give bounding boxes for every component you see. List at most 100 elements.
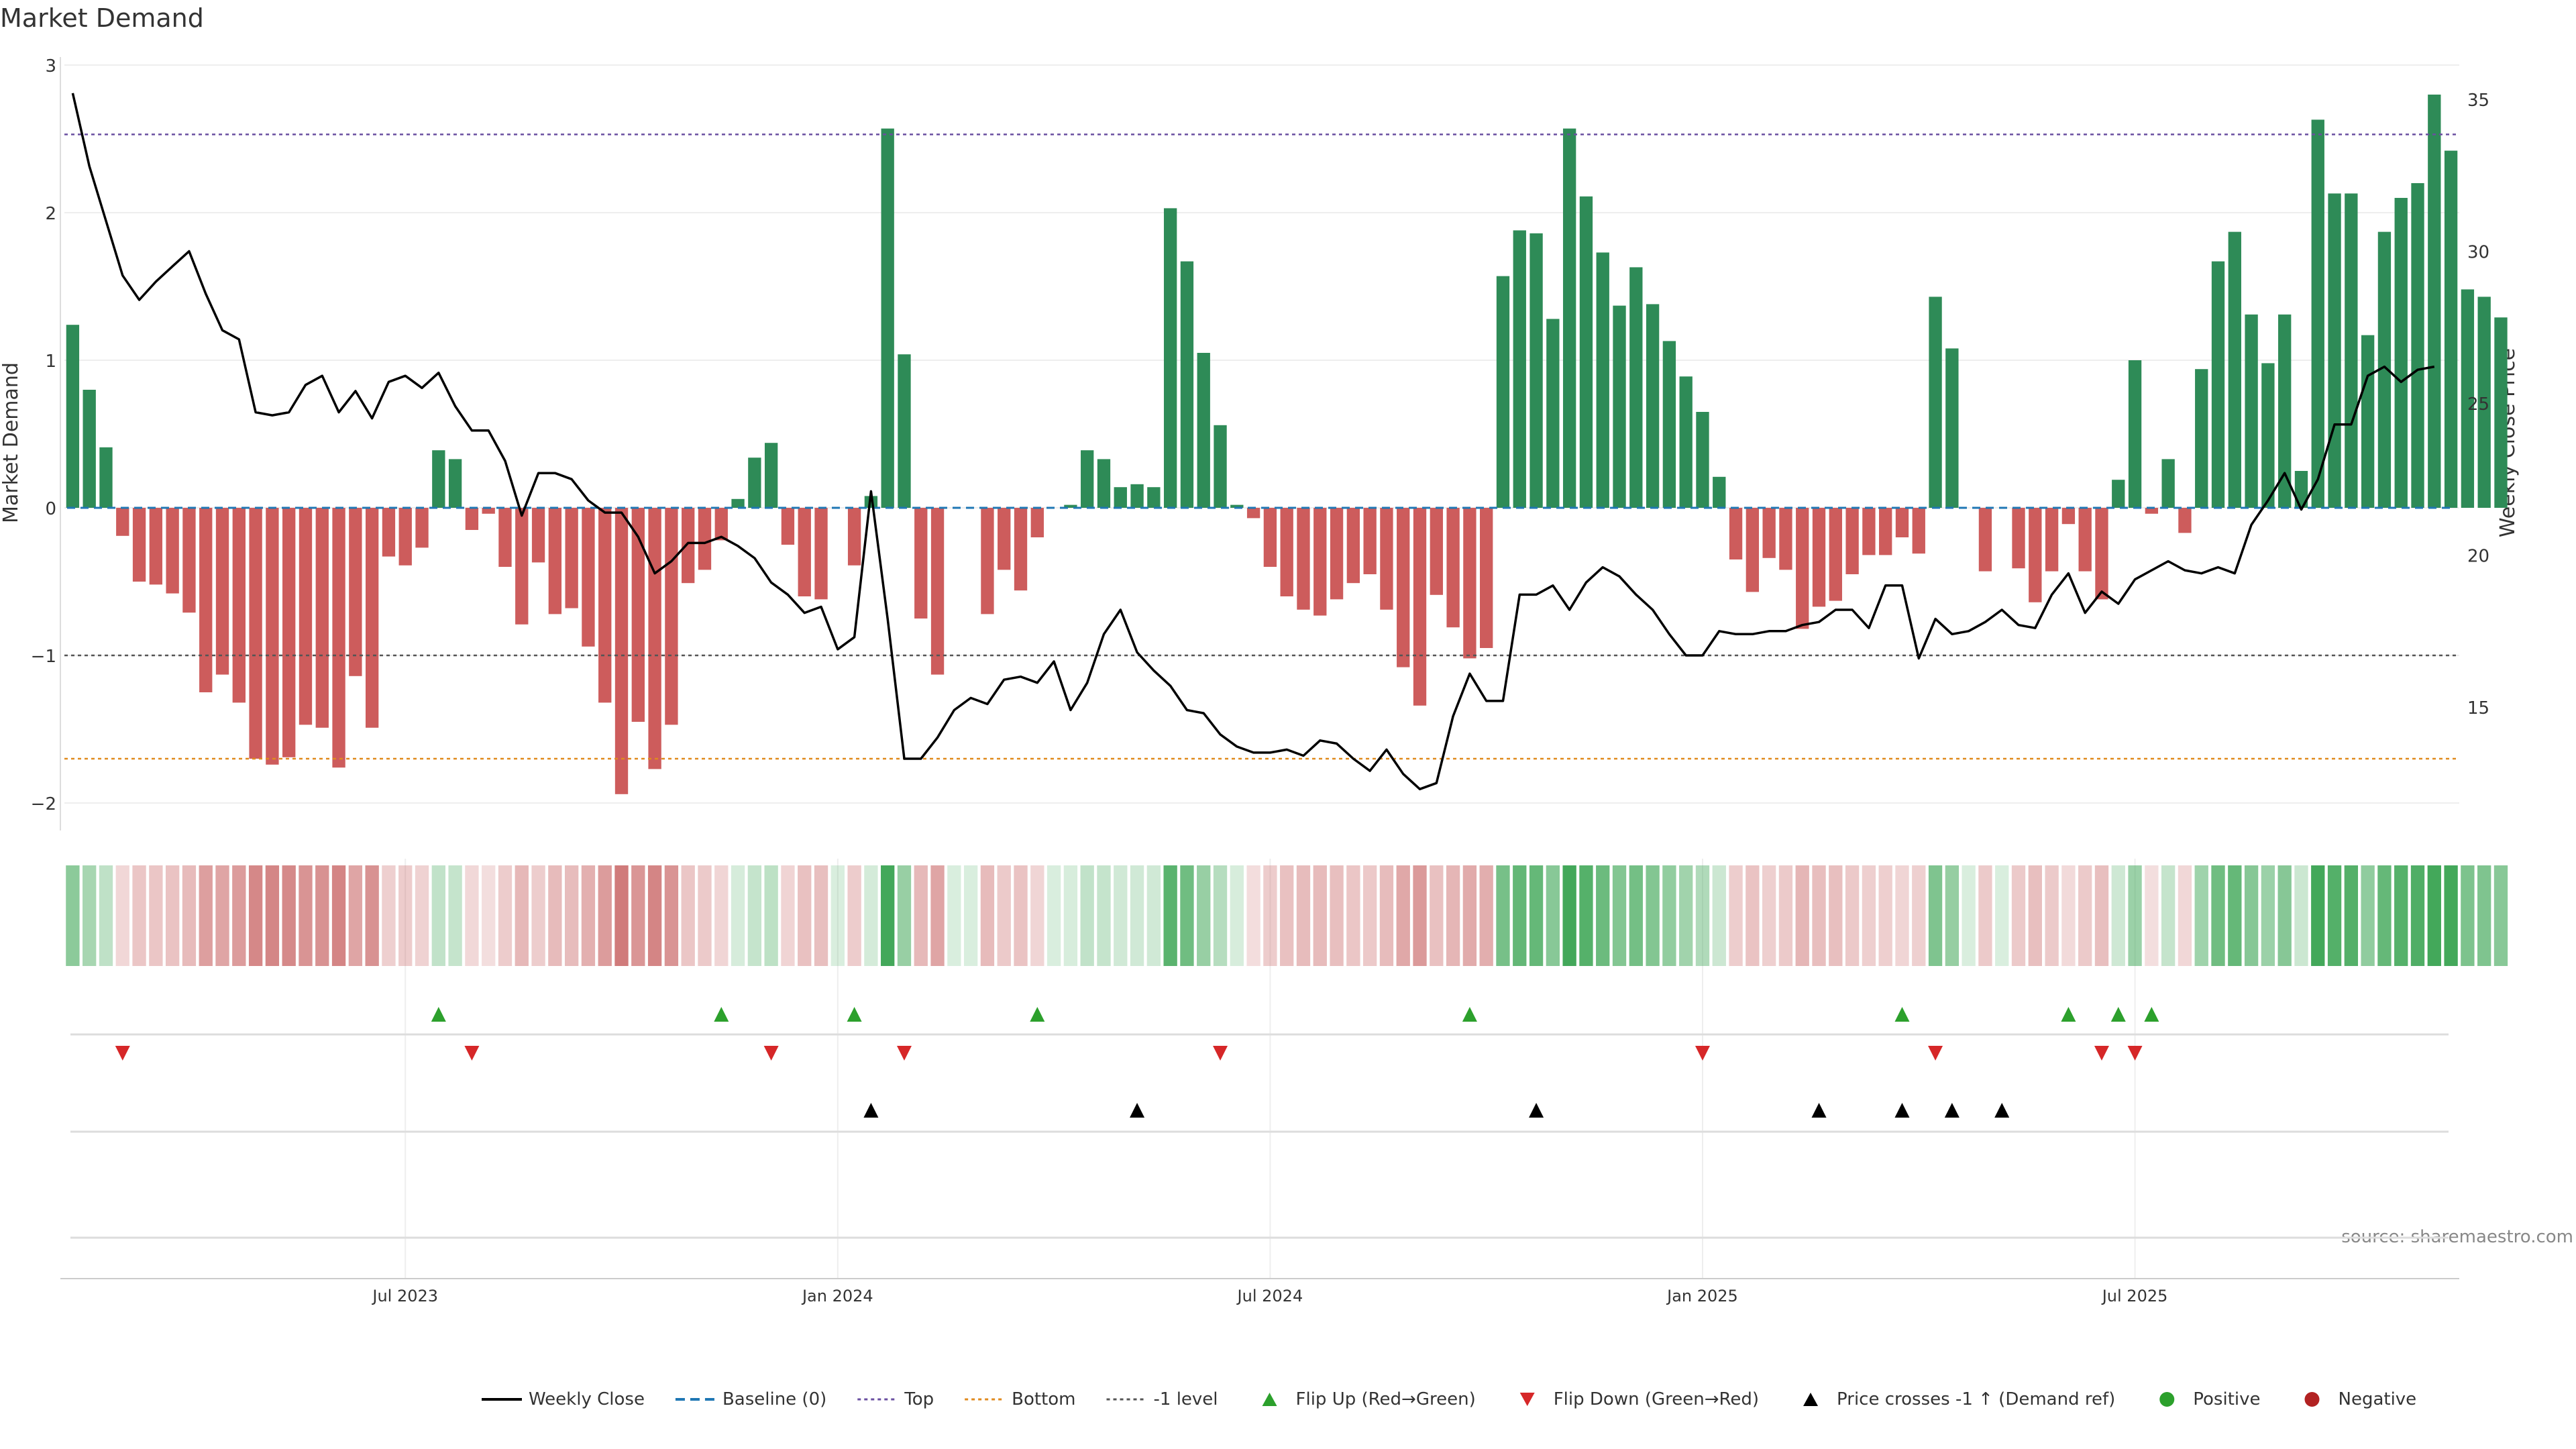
demand-bar: [498, 508, 512, 567]
demand-strip-cell: [182, 865, 197, 966]
demand-strip-cell: [1596, 865, 1610, 966]
demand-strip-cell: [781, 865, 795, 966]
demand-strip-cell: [997, 865, 1011, 966]
demand-strip-cell: [1845, 865, 1860, 966]
demand-strip-cell: [1862, 865, 1876, 966]
demand-strip-cell: [1030, 865, 1044, 966]
demand-strip-cell: [2228, 865, 2242, 966]
demand-bar: [1081, 450, 1094, 508]
demand-strip-cell: [980, 865, 995, 966]
demand-bar: [132, 508, 146, 582]
demand-strip-cell: [1795, 865, 1809, 966]
demand-bar: [1380, 508, 1393, 610]
legend-label: Positive: [2193, 1389, 2260, 1409]
demand-strip-cell: [881, 865, 895, 966]
demand-bar: [1163, 208, 1177, 508]
demand-bar: [2411, 183, 2424, 508]
demand-strip-cell: [947, 865, 961, 966]
demand-bar: [1762, 508, 1776, 558]
demand-bar: [2311, 119, 2324, 508]
demand-bar: [2428, 95, 2441, 508]
flip-up-marker: [2110, 1007, 2126, 1022]
legend-label: Weekly Close: [529, 1389, 645, 1409]
legend-swatch: [2304, 1392, 2320, 1407]
demand-bar: [1779, 508, 1792, 570]
demand-strip-cell: [2028, 865, 2042, 966]
demand-strip-cell: [398, 865, 413, 966]
demand-bar: [2095, 508, 2108, 600]
demand-bar: [2444, 150, 2458, 508]
demand-bar: [981, 508, 994, 614]
legend-label: Bottom: [1012, 1389, 1075, 1409]
demand-bar: [2112, 480, 2125, 508]
demand-strip-cell: [365, 865, 379, 966]
demand-strip-cell: [515, 865, 529, 966]
demand-bar: [2012, 508, 2025, 569]
demand-strip-cell: [698, 865, 712, 966]
x-tick-label: Jul 2023: [371, 1287, 438, 1305]
demand-strip-cell: [99, 865, 113, 966]
flip-down-marker: [115, 1046, 130, 1061]
demand-strip-cell: [647, 865, 662, 966]
y-tick-label: 1: [45, 352, 56, 372]
demand-strip-cell: [731, 865, 745, 966]
demand-strip-cell: [864, 865, 878, 966]
demand-strip-cell: [2061, 865, 2076, 966]
demand-strip-cell: [2161, 865, 2176, 966]
demand-strip-cell: [1562, 865, 1576, 966]
demand-strip-cell: [531, 865, 545, 966]
demand-bar: [299, 508, 313, 725]
demand-bar: [182, 508, 196, 613]
demand-strip-cell: [299, 865, 313, 966]
demand-strip-cell: [215, 865, 229, 966]
demand-strip-cell: [1097, 865, 1111, 966]
demand-strip-cell: [1014, 865, 1028, 966]
x-tick-label: Jul 2025: [2101, 1287, 2168, 1305]
demand-strip-cell: [149, 865, 163, 966]
demand-strip-cell: [448, 865, 462, 966]
demand-strip-cell: [764, 865, 778, 966]
demand-strip-cell: [598, 865, 612, 966]
demand-bar: [731, 498, 745, 508]
demand-bar: [682, 508, 695, 584]
y-tick-label: −1: [31, 647, 56, 667]
price-cross-marker: [1811, 1103, 1827, 1118]
demand-strip-cell: [1462, 865, 1477, 966]
demand-bar: [1214, 425, 1227, 508]
flip-up-marker: [1462, 1007, 1477, 1022]
demand-bar: [565, 508, 578, 608]
price-cross-marker: [1944, 1103, 1960, 1118]
demand-bar: [515, 508, 529, 625]
demand-strip-cell: [1529, 865, 1544, 966]
demand-strip-cell: [265, 865, 280, 966]
demand-bar: [1263, 508, 1277, 567]
demand-strip-cell: [331, 865, 346, 966]
demand-bar: [1230, 504, 1244, 508]
demand-strip-cell: [714, 865, 729, 966]
demand-bar: [482, 508, 495, 514]
demand-strip-cell: [2145, 865, 2159, 966]
demand-strip-cell: [1712, 865, 1726, 966]
demand-strip-cell: [2361, 865, 2375, 966]
demand-bar: [1546, 319, 1560, 508]
demand-bar: [914, 508, 928, 619]
demand-bar: [1562, 128, 1576, 508]
demand-strip-cell: [1197, 865, 1211, 966]
flip-up-marker: [1030, 1007, 1045, 1022]
demand-strip-cell: [897, 865, 912, 966]
demand-strip-cell: [2277, 865, 2292, 966]
demand-strip-cell: [1646, 865, 1660, 966]
demand-bar: [2361, 335, 2375, 508]
demand-strip-cell: [2261, 865, 2275, 966]
demand-bar: [1313, 508, 1327, 616]
demand-bar: [1945, 348, 1959, 508]
demand-strip-cell: [1679, 865, 1693, 966]
flip-up-marker: [2061, 1007, 2076, 1022]
legend-swatch: [1803, 1393, 1819, 1406]
demand-bar: [764, 443, 778, 508]
demand-strip-cell: [465, 865, 479, 966]
demand-bar: [531, 508, 545, 563]
demand-bar: [232, 508, 246, 703]
demand-bar: [1346, 508, 1360, 584]
